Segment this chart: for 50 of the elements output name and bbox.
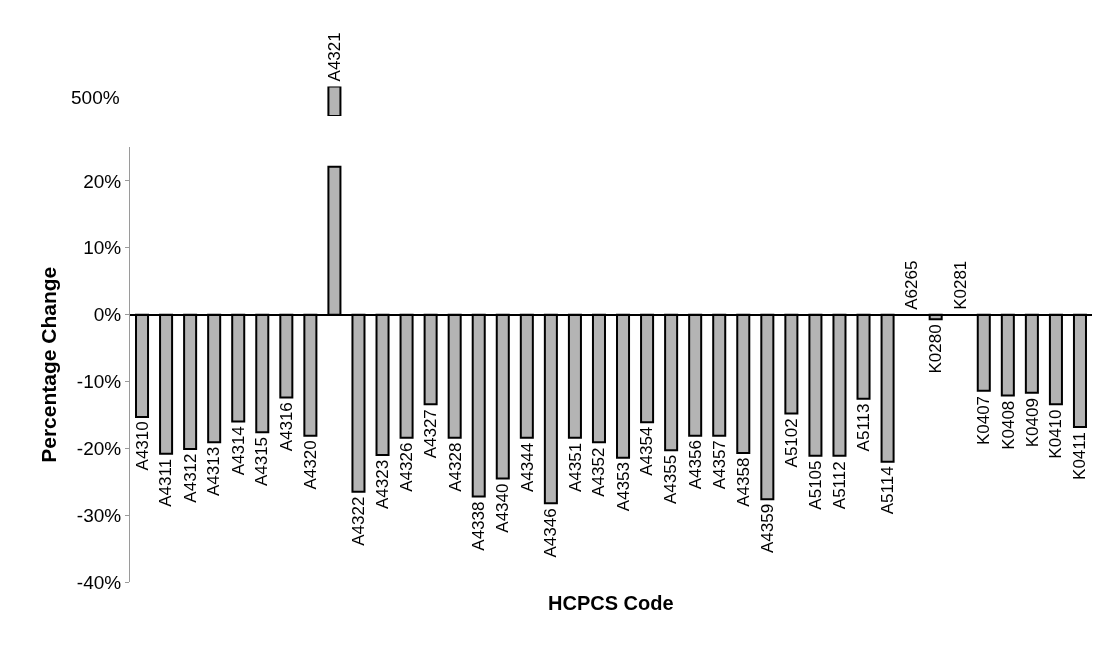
category-label: A4351 bbox=[565, 442, 585, 493]
category-label: A4322 bbox=[349, 496, 369, 546]
category-label: A4316 bbox=[277, 402, 297, 452]
y-axis-title: Percentage Change bbox=[36, 266, 60, 463]
category-label: A4359 bbox=[757, 503, 777, 553]
y-tick-label: -40% bbox=[76, 571, 122, 593]
category-label: A4327 bbox=[420, 409, 440, 459]
category-label: A4323 bbox=[373, 459, 392, 510]
y-tick-label: -10% bbox=[76, 371, 122, 393]
category-label: A4326 bbox=[397, 442, 417, 492]
category-label: A6265 bbox=[902, 260, 922, 310]
category-label: A4355 bbox=[661, 454, 681, 504]
category-label: A4356 bbox=[686, 440, 706, 490]
category-label: A4313 bbox=[204, 446, 224, 496]
category-label: A4344 bbox=[517, 442, 537, 492]
y-tick-label: 10% bbox=[83, 237, 122, 259]
category-label: A4340 bbox=[492, 483, 512, 533]
category-label: A4312 bbox=[180, 453, 200, 503]
category-label: K0409 bbox=[1022, 398, 1042, 448]
category-label: K0410 bbox=[1046, 409, 1066, 459]
category-label: A4346 bbox=[541, 508, 561, 558]
category-label: A4310 bbox=[132, 421, 152, 471]
category-label: A4352 bbox=[589, 447, 609, 497]
category-label: A4311 bbox=[156, 458, 176, 507]
category-label: A5102 bbox=[782, 418, 802, 468]
text: 500% bbox=[71, 87, 120, 108]
category-label: A5112 bbox=[829, 461, 849, 510]
category-label: A4328 bbox=[445, 442, 465, 492]
y-tick-label: -30% bbox=[76, 504, 122, 526]
category-label: K0280 bbox=[925, 324, 945, 374]
category-label: K0411 bbox=[1070, 432, 1090, 480]
category-label: A4320 bbox=[301, 440, 321, 490]
category-label: A4353 bbox=[613, 462, 633, 512]
x-axis-title: HCPCS Code bbox=[548, 592, 674, 614]
y-tick-label: 0% bbox=[93, 304, 122, 326]
category-label: A4354 bbox=[637, 426, 657, 476]
category-label: A4357 bbox=[710, 440, 730, 490]
category-label: A4314 bbox=[229, 426, 249, 476]
category-label: A4321 bbox=[325, 32, 345, 82]
y-tick-label: 20% bbox=[83, 170, 122, 192]
category-label: A4338 bbox=[468, 501, 488, 551]
category-label: A5113 bbox=[853, 403, 873, 452]
category-label: K0281 bbox=[950, 260, 970, 310]
category-label: K0407 bbox=[974, 395, 994, 446]
category-label: K0408 bbox=[998, 400, 1018, 450]
category-label: A5114 bbox=[877, 466, 897, 515]
y-tick-label: -20% bbox=[76, 437, 122, 459]
category-label: A5105 bbox=[806, 460, 826, 510]
category-label: A4315 bbox=[252, 436, 272, 487]
category-label: A4358 bbox=[733, 457, 753, 507]
